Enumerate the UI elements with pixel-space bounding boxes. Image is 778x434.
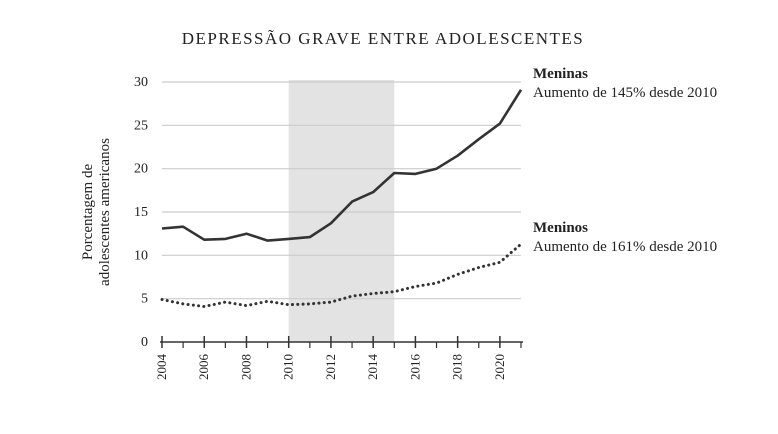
chart-title: DEPRESSÃO GRAVE ENTRE ADOLESCENTES: [182, 29, 585, 48]
y-tick-label: 25: [134, 118, 148, 133]
x-tick-label: 2012: [323, 354, 338, 380]
y-tick-label: 20: [134, 162, 148, 177]
y-tick-label: 15: [134, 205, 148, 220]
legend-note-meninos: Aumento de 161% desde 2010: [533, 239, 717, 255]
x-tick-label: 2020: [492, 354, 507, 380]
y-tick-label: 0: [141, 335, 148, 350]
x-tick-label: 2004: [154, 354, 169, 381]
x-tick-label: 2016: [407, 354, 422, 381]
x-tick-label: 2008: [238, 354, 253, 380]
y-axis-label: adolescentes americanos: [97, 138, 113, 286]
x-tick-label: 2006: [196, 354, 211, 381]
series-line-meninas: [161, 89, 523, 242]
legend-name-meninos: Meninos: [533, 220, 588, 236]
x-tick-label: 2018: [450, 354, 465, 380]
x-tick-label: 2010: [281, 354, 296, 380]
y-tick-label: 10: [134, 248, 148, 263]
y-tick-label: 30: [134, 75, 148, 90]
x-tick-label: 2014: [365, 354, 380, 381]
legend-name-meninas: Meninas: [533, 66, 588, 82]
y-axis-label: Porcentagem de: [80, 164, 96, 261]
legend-note-meninas: Aumento de 145% desde 2010: [533, 85, 717, 101]
y-tick-label: 5: [141, 292, 148, 307]
